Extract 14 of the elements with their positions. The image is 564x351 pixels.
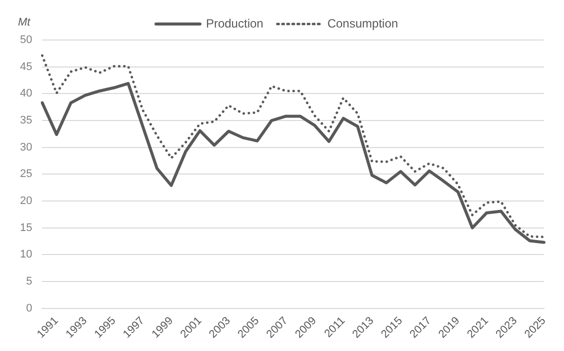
y-tick-label: 30: [20, 141, 32, 154]
y-tick-label: 35: [20, 114, 32, 127]
legend-label: Production: [206, 16, 264, 30]
y-tick-label: 25: [20, 168, 32, 180]
y-tick-label: 20: [20, 195, 32, 208]
y-axis-title: Mt: [18, 16, 32, 29]
y-tick-label: 40: [20, 88, 32, 100]
y-tick-label: 45: [20, 60, 32, 73]
y-tick-label: 50: [20, 34, 32, 46]
y-tick-label: 0: [26, 302, 32, 314]
y-tick-label: 15: [20, 222, 32, 234]
y-tick-label: 5: [26, 276, 32, 288]
y-tick-label: 10: [20, 248, 32, 261]
legend-label: Consumption: [327, 16, 398, 30]
